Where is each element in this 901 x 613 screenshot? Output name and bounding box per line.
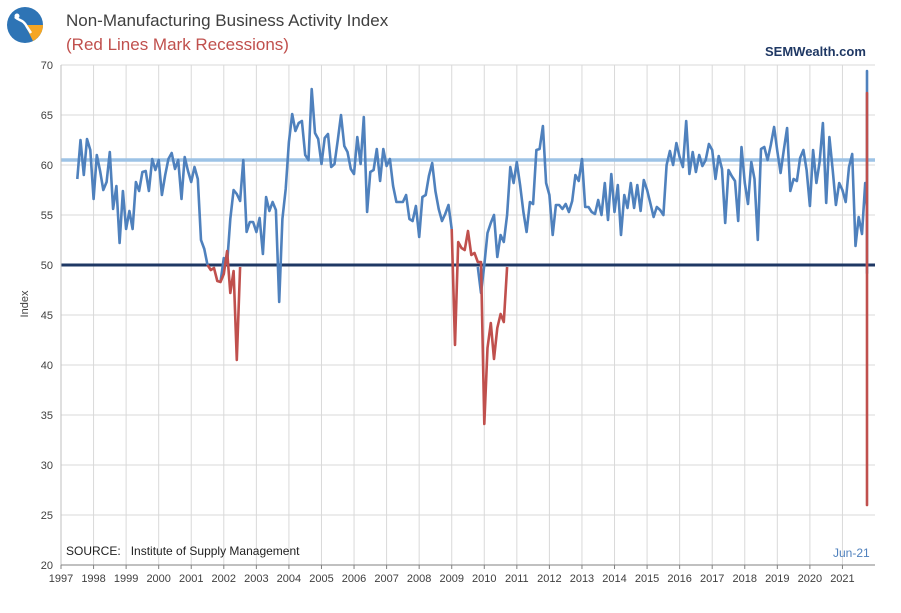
x-tick-label: 2013: [570, 573, 594, 585]
source-note: SOURCE: Institute of Supply Management: [66, 544, 299, 558]
x-tick-label: 1999: [114, 573, 138, 585]
x-tick-label: 2018: [733, 573, 757, 585]
y-tick-label: 45: [41, 310, 53, 322]
expansion-series-line: [219, 87, 453, 304]
x-tick-label: 2010: [472, 573, 496, 585]
series-layer: [76, 69, 869, 507]
reference-lines: [61, 158, 875, 267]
x-tick-label: 2014: [602, 573, 626, 585]
x-tick-label: 2021: [830, 573, 854, 585]
y-tick-label: 65: [41, 110, 53, 122]
x-tick-label: 2019: [765, 573, 789, 585]
expansion-series-line: [476, 69, 869, 295]
y-tick-label: 20: [41, 560, 53, 572]
latest-date: Jun-21: [833, 546, 870, 560]
x-tick-label: 2012: [537, 573, 561, 585]
x-tick-label: 2006: [342, 573, 366, 585]
logo-icon: [7, 7, 43, 43]
x-tick-label: 2009: [439, 573, 463, 585]
y-axis-label: Index: [19, 290, 31, 317]
x-tick-label: 2015: [635, 573, 659, 585]
y-tick-label: 25: [41, 510, 53, 522]
y-tick-label: 35: [41, 410, 53, 422]
axis-layer: 20 25 30 35 40 45 50 55 60 65 70 1997 1998 1999 2000 20…: [41, 60, 875, 585]
recession-series-line: [206, 249, 242, 362]
y-tick-label: 70: [41, 60, 53, 72]
x-tick-label: 2011: [505, 573, 529, 585]
grid-layer: [60, 64, 875, 566]
x-tick-label: 2002: [212, 573, 236, 585]
chart-title: Non-Manufacturing Business Activity Inde…: [66, 11, 389, 30]
x-tick-label: 2020: [798, 573, 822, 585]
y-tick-label: 60: [41, 160, 53, 172]
recession-series-line: [450, 228, 509, 426]
x-tick-label: 2005: [309, 573, 333, 585]
x-tick-label: 2008: [407, 573, 431, 585]
source-value: Institute of Supply Management: [130, 544, 300, 558]
brand-logo: [5, 5, 45, 45]
chart-subtitle: (Red Lines Mark Recessions): [66, 35, 289, 54]
x-tick-label: 2003: [244, 573, 268, 585]
x-tick-label: 2007: [374, 573, 398, 585]
x-tick-label: 2016: [667, 573, 691, 585]
source-label: SOURCE:: [66, 544, 121, 558]
y-tick-label: 50: [41, 260, 53, 272]
x-tick-label: 2017: [700, 573, 724, 585]
x-tick-label: 2004: [277, 573, 301, 585]
x-tick-label: 1998: [81, 573, 105, 585]
x-tick-label: 2001: [179, 573, 203, 585]
x-tick-label: 1997: [49, 573, 73, 585]
x-tick-label: 2000: [146, 573, 170, 585]
brand-name[interactable]: SEMWealth.com: [765, 44, 866, 59]
y-tick-label: 30: [41, 460, 53, 472]
expansion-series-line: [76, 137, 209, 266]
y-tick-label: 40: [41, 360, 53, 372]
y-tick-label: 55: [41, 210, 53, 222]
